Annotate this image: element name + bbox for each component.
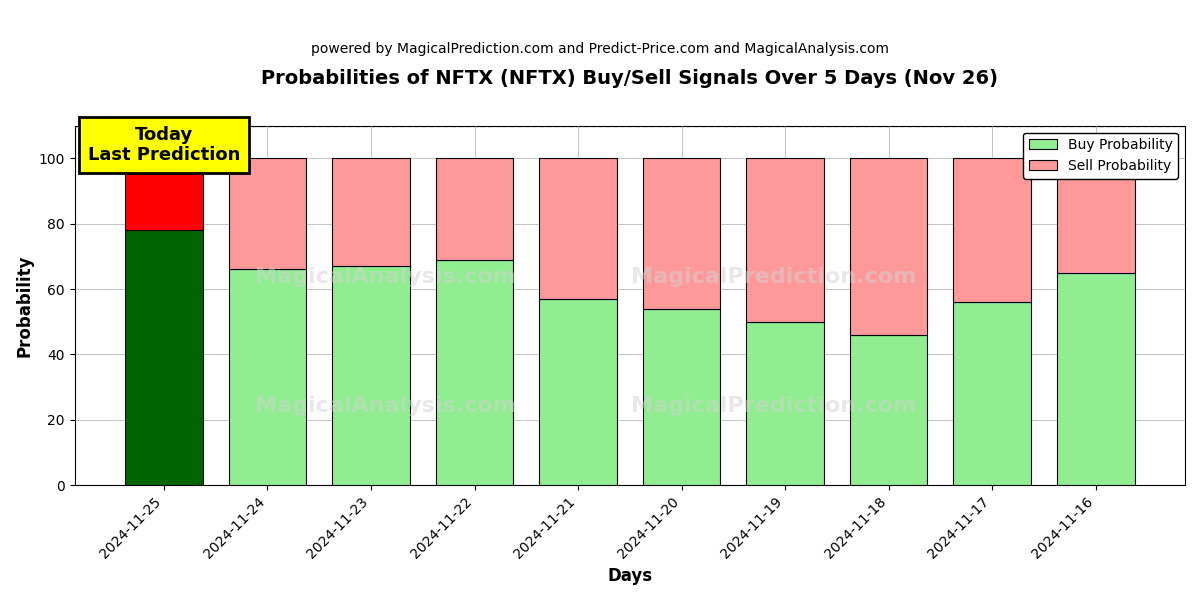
X-axis label: Days: Days <box>607 567 653 585</box>
Bar <box>539 158 617 299</box>
Bar <box>229 158 306 269</box>
Bar <box>229 269 306 485</box>
Title: Probabilities of NFTX (NFTX) Buy/Sell Signals Over 5 Days (Nov 26): Probabilities of NFTX (NFTX) Buy/Sell Si… <box>262 69 998 88</box>
Bar <box>643 308 720 485</box>
Y-axis label: Probability: Probability <box>16 254 34 356</box>
Bar <box>953 302 1031 485</box>
Bar <box>436 158 514 260</box>
Text: MagicalAnalysis.com: MagicalAnalysis.com <box>254 396 516 416</box>
Bar <box>332 266 410 485</box>
Legend: Buy Probability, Sell Probability: Buy Probability, Sell Probability <box>1024 133 1178 179</box>
Bar <box>1057 158 1134 272</box>
Bar <box>436 260 514 485</box>
Bar <box>850 158 928 335</box>
Text: MagicalPrediction.com: MagicalPrediction.com <box>631 396 917 416</box>
Bar <box>332 158 410 266</box>
Bar <box>643 158 720 308</box>
Bar <box>746 158 824 322</box>
Text: MagicalPrediction.com: MagicalPrediction.com <box>631 266 917 287</box>
Bar <box>125 230 203 485</box>
Bar <box>953 158 1031 302</box>
Bar <box>1057 272 1134 485</box>
Text: MagicalAnalysis.com: MagicalAnalysis.com <box>254 266 516 287</box>
Text: powered by MagicalPrediction.com and Predict-Price.com and MagicalAnalysis.com: powered by MagicalPrediction.com and Pre… <box>311 42 889 56</box>
Bar <box>850 335 928 485</box>
Bar <box>125 158 203 230</box>
Text: Today
Last Prediction: Today Last Prediction <box>88 125 240 164</box>
Bar <box>746 322 824 485</box>
Bar <box>539 299 617 485</box>
